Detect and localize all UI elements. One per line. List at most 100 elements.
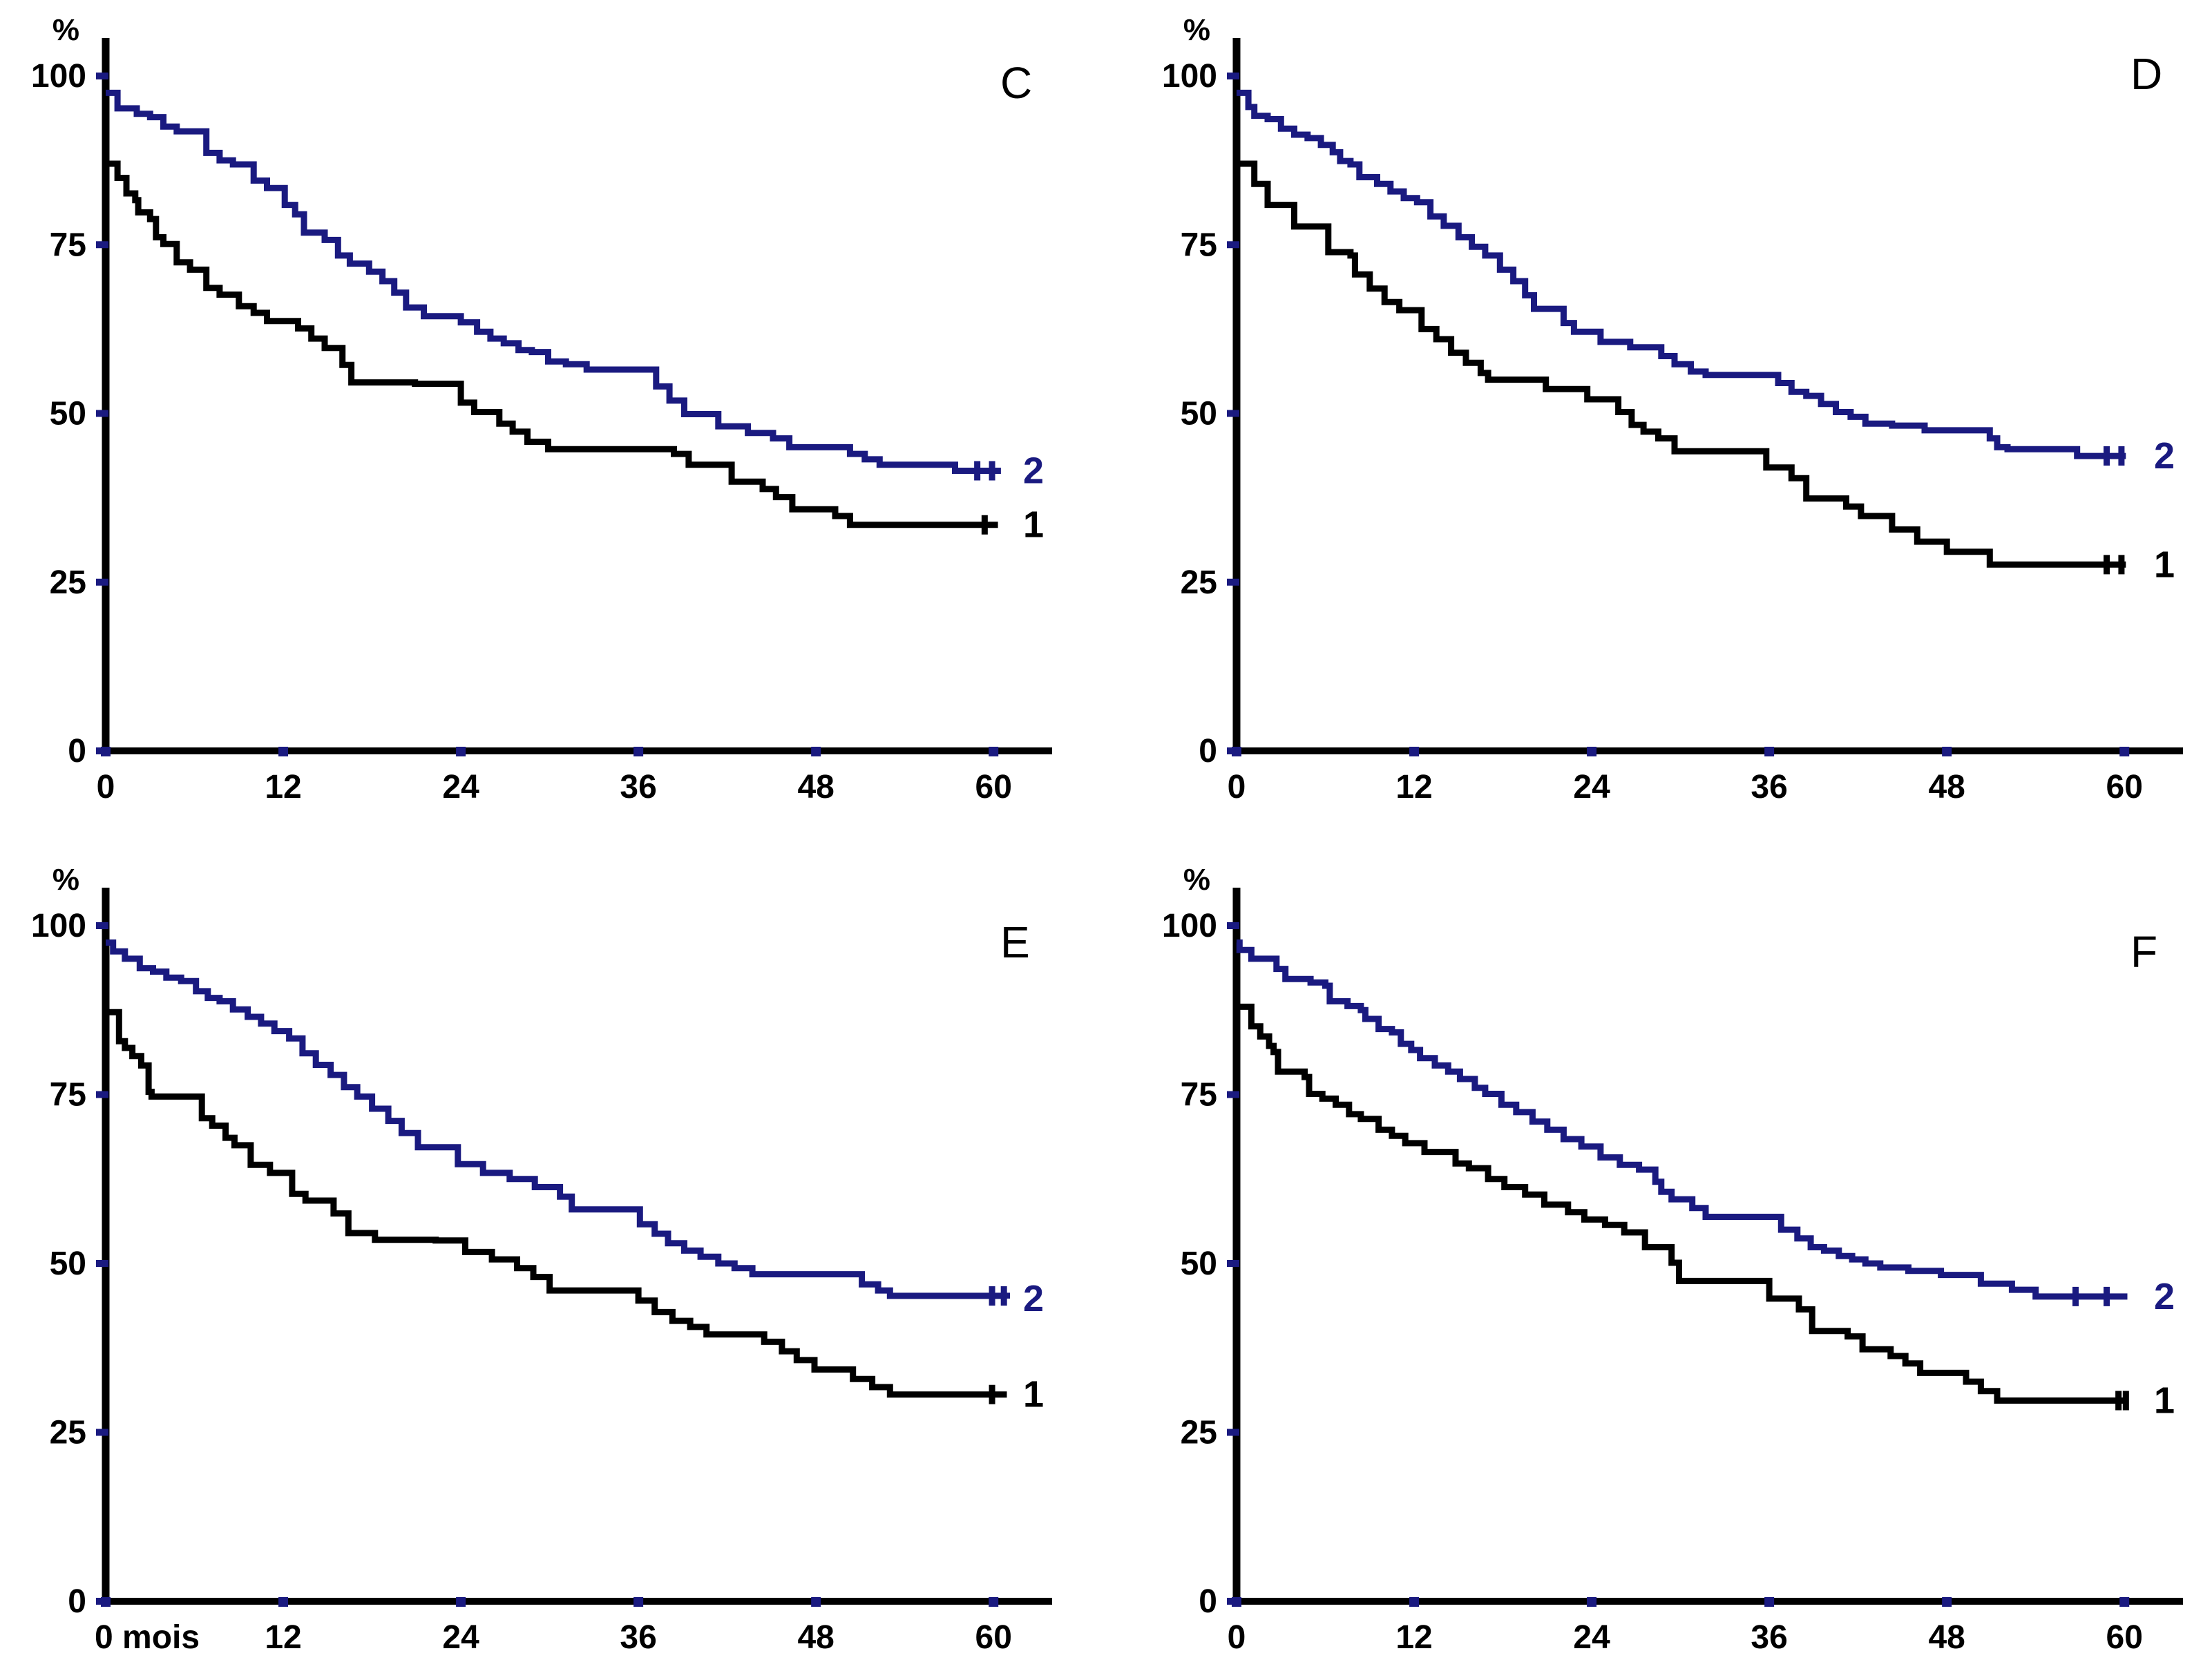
x-tick: [1764, 747, 1775, 756]
x-tick-label: 60: [2106, 769, 2143, 805]
x-tick: [1232, 1597, 1241, 1607]
y-tick: [1227, 922, 1239, 929]
x-tick-label: 48: [1928, 1619, 1965, 1656]
y-tick: [1227, 73, 1239, 79]
panel-D-plot: 100 75 50 25 0% 0 12 24 36 48 60 2 1: [1162, 13, 2183, 805]
y-tick: [96, 922, 108, 929]
panel-D-letter: D: [2130, 49, 2163, 99]
x-tick: [989, 1597, 999, 1607]
y-tick: [1227, 241, 1239, 249]
x-tick: [1942, 1597, 1952, 1607]
x-tick: [1942, 747, 1952, 756]
survival-curve-2: [1237, 89, 2126, 459]
curve-label-1: 1: [2154, 1380, 2175, 1422]
y-tick-label: 25: [50, 564, 86, 601]
x-tick-label: 12: [265, 1619, 301, 1656]
x-tick: [1409, 747, 1420, 756]
panel-E: 100 75 50 25 0% 0 mois 12 24 36 48 60 2 1 E: [0, 840, 1106, 1680]
panel-C-letter: C: [1000, 58, 1033, 108]
x-tick-label: 24: [442, 1619, 479, 1656]
x-tick: [278, 1597, 289, 1607]
x-tick-label: 12: [1395, 769, 1432, 805]
x-tick-label: 48: [797, 1619, 834, 1656]
curve-label-1: 1: [1023, 1374, 1044, 1415]
curve-label-1: 1: [1023, 504, 1044, 546]
x-tick-label: 36: [620, 1619, 656, 1656]
y-tick: [1227, 1091, 1239, 1098]
panel-E-letter: E: [1000, 917, 1030, 967]
y-axis-unit-label: %: [1183, 13, 1210, 47]
x-tick-label: 0: [1228, 769, 1246, 805]
x-tick: [101, 747, 111, 756]
x-tick-label: 12: [1395, 1619, 1432, 1656]
x-tick-label: 60: [2106, 1619, 2143, 1656]
y-tick-label: 75: [1181, 1077, 1217, 1114]
x-tick-label: 48: [797, 769, 834, 805]
x-tick-label: 60: [975, 769, 1012, 805]
x-tick: [1409, 1597, 1420, 1607]
y-axis-unit-label: %: [1183, 863, 1210, 897]
x-tick-label: 60: [975, 1619, 1012, 1656]
y-tick-label: 100: [1162, 908, 1217, 944]
y-tick-label: 0: [1199, 733, 1217, 770]
x-tick-label: 0: [1228, 1619, 1246, 1656]
x-tick-label: 0: [97, 769, 115, 805]
x-tick: [456, 1597, 466, 1607]
y-tick-label: 75: [50, 227, 86, 263]
y-tick: [1227, 1429, 1239, 1436]
y-axis-unit-label: %: [53, 863, 79, 897]
curve-label-2: 2: [2154, 435, 2175, 477]
curve-label-2: 2: [1023, 1278, 1044, 1319]
panel-C: 100 75 50 25 0% 0 12 24 36 48 60 2 1 C: [0, 0, 1106, 840]
survival-curve-2: [106, 939, 1010, 1299]
y-tick: [96, 241, 108, 249]
x-tick-label: 36: [1751, 1619, 1787, 1656]
y-tick-label: 0: [68, 733, 86, 770]
y-tick-label: 50: [1181, 396, 1217, 432]
y-tick: [96, 1260, 108, 1267]
y-tick: [96, 73, 108, 79]
y-tick-label: 50: [1181, 1245, 1217, 1282]
panel-D: 100 75 50 25 0% 0 12 24 36 48 60 2 1 D: [1106, 0, 2212, 840]
y-tick: [1227, 1260, 1239, 1267]
y-tick-label: 25: [50, 1415, 86, 1451]
x-tick: [101, 1597, 111, 1607]
panel-F: 100 75 50 25 0% 0 12 24 36 48 60 2 1 F: [1106, 840, 2212, 1680]
x-tick: [811, 1597, 821, 1607]
x-tick: [633, 747, 644, 756]
y-tick: [1227, 410, 1239, 417]
survival-curve-2: [1236, 939, 2128, 1300]
y-tick: [96, 1429, 108, 1436]
x-tick-label: 0 mois: [95, 1619, 200, 1656]
survival-curve-1: [1237, 160, 2126, 568]
x-tick-label: 24: [1573, 769, 1610, 805]
y-tick-label: 100: [31, 908, 86, 944]
x-tick: [989, 747, 999, 756]
survival-curve-2: [106, 89, 1001, 474]
y-tick: [96, 578, 108, 586]
panel-F-letter: F: [2130, 927, 2158, 977]
x-tick: [2119, 1597, 2130, 1607]
x-tick-label: 24: [442, 769, 479, 805]
x-tick: [811, 747, 821, 756]
curve-label-2: 2: [1023, 450, 1044, 492]
y-tick: [96, 410, 108, 417]
panel-C-plot: 100 75 50 25 0% 0 12 24 36 48 60 2 1: [31, 13, 1052, 805]
curve-label-1: 1: [2154, 544, 2175, 585]
y-tick-label: 25: [1181, 1415, 1217, 1451]
x-tick: [1587, 747, 1597, 756]
y-tick-label: 75: [50, 1077, 86, 1114]
y-tick-label: 100: [31, 58, 86, 95]
x-tick: [633, 1597, 644, 1607]
y-tick-label: 0: [1199, 1583, 1217, 1620]
x-tick: [2119, 747, 2130, 756]
y-axis-unit-label: %: [53, 13, 79, 47]
x-tick: [1232, 747, 1241, 756]
panel-E-plot: 100 75 50 25 0% 0 mois 12 24 36 48 60 2 1: [31, 863, 1052, 1656]
x-tick-label: 36: [1751, 769, 1787, 805]
survival-curve-1: [1237, 1003, 2128, 1404]
y-tick-label: 75: [1181, 227, 1217, 263]
y-tick: [96, 1091, 108, 1098]
y-tick-label: 0: [68, 1583, 86, 1620]
